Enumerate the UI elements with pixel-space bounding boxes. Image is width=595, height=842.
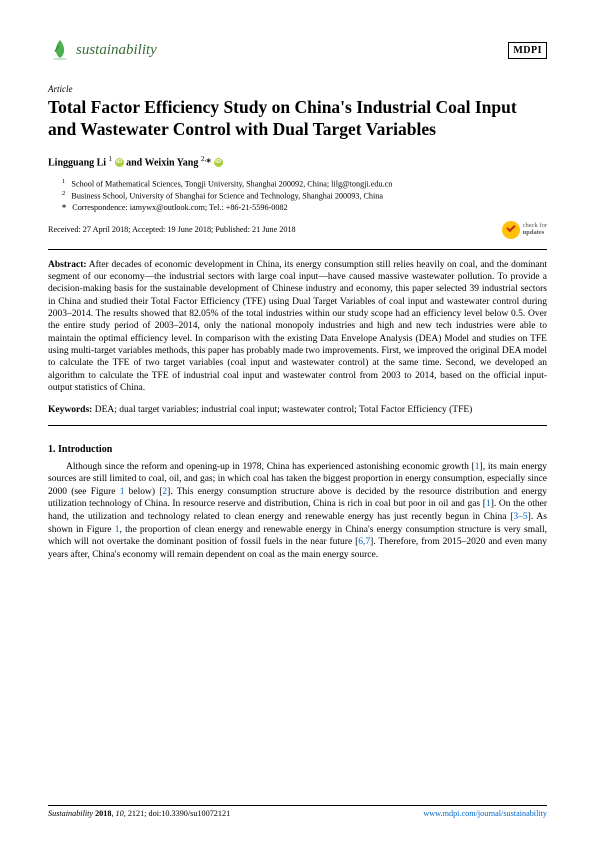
leaf-icon <box>48 38 72 62</box>
article-title: Total Factor Efficiency Study on China's… <box>48 97 547 141</box>
authors: Lingguang Li 1 iD and Weixin Yang 2,* iD <box>48 155 547 168</box>
intro-paragraph-1: Although since the reform and opening-up… <box>48 461 547 561</box>
affiliations: 1 School of Mathematical Sciences, Tongj… <box>48 178 547 213</box>
page-footer: Sustainability 2018, 10, 2121; doi:10.33… <box>48 805 547 818</box>
abstract-box: Abstract: After decades of economic deve… <box>48 249 547 426</box>
check-updates-button[interactable]: check for updates <box>502 221 547 239</box>
dates-row: Received: 27 April 2018; Accepted: 19 Ju… <box>48 221 547 239</box>
publisher-logo: MDPI <box>508 42 547 59</box>
affiliation-1: 1 School of Mathematical Sciences, Tongj… <box>62 178 547 190</box>
keywords: Keywords: DEA; dual target variables; in… <box>48 404 547 416</box>
journal-logo: sustainability <box>48 38 157 62</box>
affiliation-2: 2 Business School, University of Shangha… <box>62 190 547 202</box>
abstract: Abstract: After decades of economic deve… <box>48 259 547 395</box>
publication-dates: Received: 27 April 2018; Accepted: 19 Ju… <box>48 225 296 234</box>
article-type: Article <box>48 84 547 94</box>
section-heading-1: 1. Introduction <box>48 444 547 455</box>
journal-name: sustainability <box>76 42 157 59</box>
check-icon <box>502 221 520 239</box>
footer-url[interactable]: www.mdpi.com/journal/sustainability <box>423 809 547 818</box>
footer-citation: Sustainability 2018, 10, 2121; doi:10.33… <box>48 809 230 818</box>
correspondence: * Correspondence: iamywx@outlook.com; Te… <box>62 202 547 213</box>
page-header: sustainability MDPI <box>48 38 547 62</box>
check-updates-label: check for updates <box>523 223 547 236</box>
